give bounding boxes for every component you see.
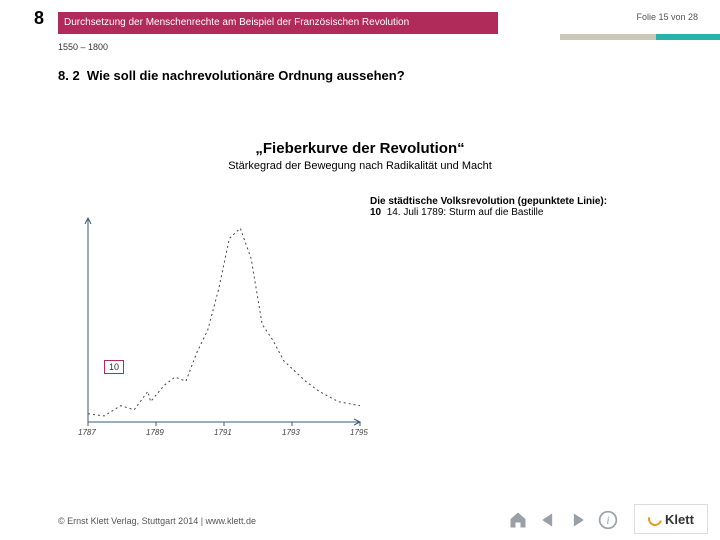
footer-copyright: © Ernst Klett Verlag, Stuttgart 2014 | w… — [58, 516, 256, 526]
section-number: 8. 2 — [58, 68, 80, 83]
x-tick-label: 1789 — [146, 428, 164, 437]
x-tick-label: 1787 — [78, 428, 96, 437]
legend-item-text: 14. Juli 1789: Sturm auf die Bastille — [387, 207, 544, 218]
info-icon[interactable]: i — [596, 508, 620, 532]
date-range: 1550 – 1800 — [58, 42, 108, 52]
x-tick-label: 1791 — [214, 428, 232, 437]
svg-text:i: i — [606, 514, 609, 527]
legend-item: 10 14. Juli 1789: Sturm auf die Bastille — [370, 207, 607, 218]
event-marker: 10 — [104, 360, 124, 374]
chart-svg — [66, 210, 366, 450]
section-title: 8. 2 Wie soll die nachrevolutionäre Ordn… — [58, 68, 405, 83]
x-tick-label: 1793 — [282, 428, 300, 437]
next-icon[interactable] — [566, 508, 590, 532]
publisher-logo: Klett — [634, 504, 708, 534]
prev-icon[interactable] — [536, 508, 560, 532]
section-heading: Wie soll die nachrevolutionäre Ordnung a… — [87, 68, 405, 83]
header-title: Durchsetzung der Menschenrechte am Beisp… — [58, 12, 498, 34]
accent-bar — [560, 34, 720, 40]
chart-title: „Fieberkurve der Revolution“ — [0, 140, 720, 157]
legend-title: Die städtische Volksrevolution (gepunkte… — [370, 196, 607, 207]
x-tick-label: 1795 — [350, 428, 368, 437]
nav-controls: i — [506, 508, 620, 532]
slide: 8 Durchsetzung der Menschenrechte am Bei… — [0, 0, 720, 540]
logo-text: Klett — [665, 512, 694, 527]
legend-item-label: 10 — [370, 207, 381, 218]
chapter-number: 8 — [34, 8, 44, 29]
chart-area: 10 1787 1789 1791 1793 1795 — [66, 210, 366, 450]
chart-legend: Die städtische Volksrevolution (gepunkte… — [370, 196, 607, 218]
page-indicator: Folie 15 von 28 — [636, 12, 698, 22]
chart-subtitle: Stärkegrad der Bewegung nach Radikalität… — [0, 160, 720, 172]
logo-swoosh-icon — [645, 509, 664, 528]
home-icon[interactable] — [506, 508, 530, 532]
